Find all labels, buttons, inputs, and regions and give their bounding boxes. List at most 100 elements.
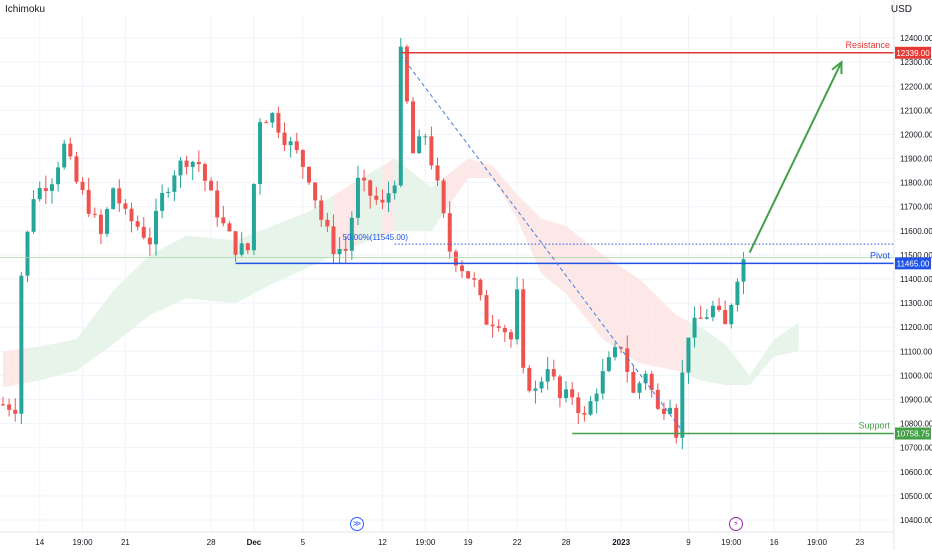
candle-body <box>588 401 593 415</box>
price-tick-label: 10900.00 <box>900 395 932 404</box>
candle-body <box>411 101 416 154</box>
indicator-label[interactable]: Ichimoku <box>5 4 46 15</box>
kumo-segment <box>284 216 297 279</box>
candle-body <box>105 208 110 234</box>
candle-body <box>147 237 152 245</box>
kumo-segment <box>627 270 640 364</box>
candle-body <box>600 371 605 394</box>
kumo-segment <box>51 341 65 378</box>
candle-body <box>515 289 520 340</box>
candle-body <box>447 213 452 252</box>
candle-body <box>417 136 422 154</box>
time-tick-label: 28 <box>562 538 571 547</box>
candle-body <box>294 141 299 151</box>
candle-body <box>154 210 158 245</box>
flash-event-icon[interactable]: ⚡ <box>729 517 743 531</box>
candle-body <box>717 305 722 311</box>
kumo-segment <box>3 349 16 388</box>
candle-body <box>276 113 281 133</box>
kumo-segment <box>235 235 248 304</box>
candle-body <box>288 141 293 146</box>
candle-body <box>227 223 232 232</box>
price-tick-label: 12300.00 <box>900 58 932 67</box>
candle-body <box>404 46 409 102</box>
candle-body <box>735 281 740 306</box>
kumo-segment <box>394 158 407 231</box>
kumo-segment <box>125 266 138 335</box>
kumo-segment <box>504 180 518 219</box>
kumo-segment <box>186 235 199 300</box>
currency-label: USD <box>890 4 912 15</box>
candle-body <box>649 373 654 390</box>
candle-body <box>178 160 183 176</box>
time-tick-label: Dec <box>247 538 262 547</box>
candle-body <box>539 381 544 389</box>
kumo-segment <box>88 307 101 362</box>
kumo-segment <box>578 235 591 324</box>
candle-body <box>307 166 311 183</box>
time-tick-label: 22 <box>513 538 522 547</box>
level-value-pivot: 11465.00 <box>897 259 930 268</box>
price-tick-label: 10800.00 <box>900 420 932 429</box>
time-tick-label: 5 <box>301 538 306 547</box>
candle-body <box>123 203 128 209</box>
kumo-segment <box>468 158 481 178</box>
candle-body <box>13 409 18 414</box>
kumo-segment <box>455 158 469 196</box>
dividend-event-icon[interactable]: ≫ <box>350 517 364 531</box>
time-axis[interactable]: 14 19:00 21 28 Dec 5 12 19:00 19 22 28 2023 9 19:00 16… <box>0 531 894 547</box>
candle-body <box>674 407 679 438</box>
candle-body <box>233 231 238 255</box>
kumo-segment <box>492 165 505 199</box>
level-name-pivot: Pivot <box>870 250 891 260</box>
price-tick-label: 11600.00 <box>900 227 932 236</box>
candle-body <box>686 337 691 373</box>
candle-body <box>160 192 165 211</box>
candle-body <box>723 310 728 325</box>
kumo-segment <box>443 168 456 214</box>
candle-body <box>80 181 85 191</box>
candle-body <box>19 275 24 414</box>
kumo-segment <box>663 303 677 371</box>
candle-body <box>564 389 569 399</box>
candle-body <box>435 165 440 181</box>
candle-body <box>582 413 587 415</box>
kumo-segment <box>786 322 799 354</box>
kumo-segment <box>590 245 603 340</box>
candle-body <box>698 317 703 319</box>
candle-body <box>239 243 244 255</box>
time-tick-label: 21 <box>121 538 130 547</box>
time-tick-label: 23 <box>855 538 864 547</box>
candle-body <box>655 389 660 409</box>
time-tick-label: 12 <box>378 538 387 547</box>
price-tick-label: 12100.00 <box>900 106 932 115</box>
price-tick-label: 10500.00 <box>900 492 932 501</box>
kumo-segment <box>737 359 750 386</box>
time-tick-label: 9 <box>686 538 691 547</box>
price-axis[interactable]: 10400.00 10500.00 10600.00 10700.00 10800.00… <box>893 0 932 550</box>
candle-body <box>98 214 103 234</box>
price-tick-label: 11800.00 <box>900 179 932 188</box>
candle-body <box>619 347 624 349</box>
candles-layer <box>1 37 746 450</box>
candle-body <box>496 326 501 328</box>
time-tick-label: 19 <box>464 538 473 547</box>
candle-body <box>362 177 367 181</box>
level-name-resistance: Resistance <box>845 40 890 50</box>
price-tick-label: 10600.00 <box>900 468 932 477</box>
kumo-segment <box>76 323 89 371</box>
candle-body <box>613 347 617 358</box>
kumo-segment <box>749 357 762 386</box>
candle-body <box>386 193 391 203</box>
candle-body <box>92 213 97 215</box>
kumo-segment <box>651 291 664 369</box>
time-tick-label: 19:00 <box>73 538 94 547</box>
candle-body <box>111 188 116 209</box>
candle-body <box>319 200 324 220</box>
drawings-layer <box>0 52 894 435</box>
candle-body <box>129 208 134 222</box>
kumo-segment <box>761 339 775 371</box>
candle-body <box>392 185 397 194</box>
